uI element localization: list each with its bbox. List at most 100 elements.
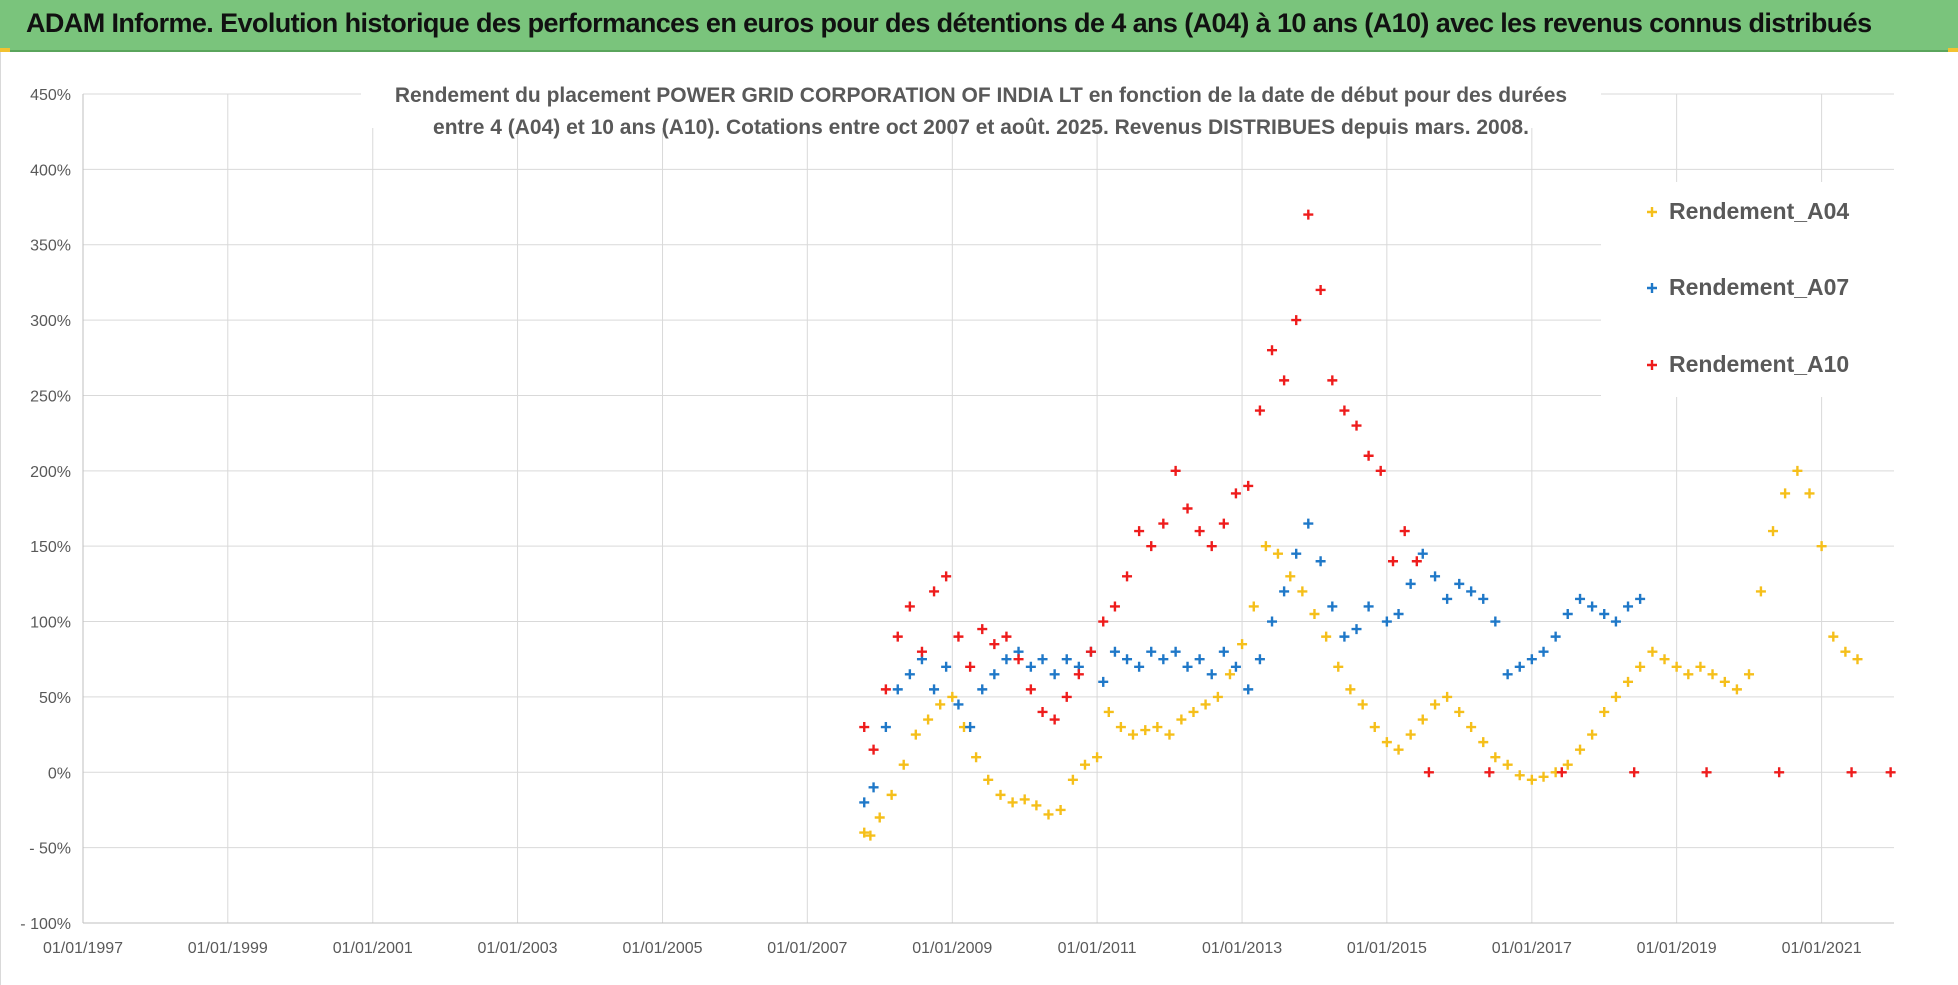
chart-title-background [361,60,1601,128]
point-rendement_a10 [1351,420,1362,431]
point-rendement_a07 [1303,518,1314,529]
y-tick-label: 50% [39,690,71,707]
point-rendement_a04 [1744,669,1755,680]
x-tick-label: 01/01/2021 [1782,940,1862,957]
point-rendement_a04 [1526,774,1537,785]
point-rendement_a07 [1381,616,1392,627]
point-rendement_a04 [1152,722,1163,733]
point-rendement_a07 [989,669,1000,680]
point-rendement_a10 [941,571,952,582]
point-rendement_a04 [1442,691,1453,702]
point-rendement_a07 [1363,601,1374,612]
point-rendement_a04 [1695,661,1706,672]
point-rendement_a07 [1037,654,1048,665]
point-rendement_a07 [953,699,964,710]
x-tick-label: 01/01/2019 [1637,940,1717,957]
point-rendement_a04 [1417,714,1428,725]
x-tick-label: 01/01/1999 [188,940,268,957]
point-rendement_a04 [1285,571,1296,582]
x-axis-ticks: 01/01/1997 01/01/1999 01/01/2001 01/01/2003… [43,940,1862,957]
point-rendement_a07 [1327,601,1338,612]
point-rendement_a04 [1840,646,1851,657]
point-rendement_a10 [1254,405,1265,416]
point-rendement_a10 [1411,556,1422,567]
chart-area: Rendement du placement POWER GRID CORPOR… [0,52,1958,985]
point-rendement_a04 [1466,722,1477,733]
point-rendement_a07 [1267,616,1278,627]
point-rendement_a04 [1502,759,1513,770]
point-rendement_a04 [1272,548,1283,559]
point-rendement_a10 [929,586,940,597]
point-rendement_a04 [1768,526,1779,537]
point-rendement_a07 [1538,646,1549,657]
y-tick-label: 400% [30,162,71,179]
point-rendement_a04 [865,830,876,841]
point-rendement_a04 [1852,654,1863,665]
point-rendement_a04 [1647,646,1658,657]
point-rendement_a10 [1846,767,1857,778]
point-rendement_a10 [1388,556,1398,567]
point-rendement_a07 [1610,616,1621,627]
point-rendement_a04 [1345,684,1356,695]
x-tick-label: 01/01/2013 [1202,940,1282,957]
point-rendement_a04 [1490,752,1501,763]
chart-title-line-1: Rendement du placement POWER GRID CORPOR… [395,84,1567,107]
x-tick-label: 01/01/2009 [912,940,992,957]
point-rendement_a04 [1309,609,1320,620]
legend-label-a10: Rendement_A10 [1669,351,1849,377]
point-rendement_a07 [1393,609,1404,620]
x-tick-label: 01/01/2017 [1492,940,1572,957]
chart-title-line-2: entre 4 (A04) et 10 ans (A10). Cotations… [433,116,1529,139]
point-rendement_a10 [1073,669,1084,680]
point-rendement_a04 [1381,737,1392,748]
x-tick-label: 01/01/2003 [478,940,558,957]
point-rendement_a10 [1194,526,1205,537]
series-rendement_a10 [859,209,1896,778]
point-rendement_a04 [935,699,946,710]
point-rendement_a07 [1454,578,1465,589]
y-tick-label: 250% [30,388,71,405]
point-rendement_a07 [1182,661,1193,672]
point-rendement_a07 [892,684,903,695]
point-rendement_a10 [1218,518,1229,529]
point-rendement_a07 [1562,609,1573,620]
point-rendement_a04 [1260,541,1271,552]
point-rendement_a04 [1188,706,1199,717]
point-rendement_a04 [1115,722,1126,733]
point-rendement_a10 [1291,315,1302,326]
point-rendement_a10 [1170,465,1181,476]
point-rendement_a10 [1134,526,1145,537]
point-rendement_a07 [859,797,870,808]
y-tick-label: - 50% [29,841,71,858]
point-rendement_a04 [1369,722,1380,733]
point-rendement_a04 [1019,794,1030,805]
y-tick-label: 200% [30,464,71,481]
point-rendement_a10 [1885,767,1896,778]
point-rendement_a07 [904,669,915,680]
point-rendement_a10 [1279,375,1290,386]
point-rendement_a07 [1206,669,1217,680]
point-rendement_a04 [1719,676,1730,687]
legend-label-a07: Rendement_A07 [1669,274,1849,300]
point-rendement_a07 [1550,631,1561,642]
point-rendement_a07 [1146,646,1157,657]
point-rendement_a10 [1375,465,1386,476]
point-rendement_a04 [1454,706,1465,717]
point-rendement_a04 [1055,804,1066,815]
point-rendement_a10 [892,631,903,642]
point-rendement_a04 [1200,699,1211,710]
point-rendement_a10 [1327,375,1338,386]
point-rendement_a04 [1043,809,1054,820]
point-rendement_a04 [1176,714,1187,725]
point-rendement_a10 [916,646,927,657]
point-rendement_a07 [1478,593,1489,604]
point-rendement_a10 [1025,684,1036,695]
point-rendement_a07 [1243,684,1254,695]
point-rendement_a04 [1816,541,1827,552]
scatter-chart: Rendement du placement POWER GRID CORPOR… [20,60,1901,957]
point-rendement_a04 [1828,631,1839,642]
point-rendement_a04 [1212,691,1223,702]
point-rendement_a07 [1575,593,1586,604]
point-rendement_a04 [874,812,885,823]
point-rendement_a07 [1430,571,1441,582]
